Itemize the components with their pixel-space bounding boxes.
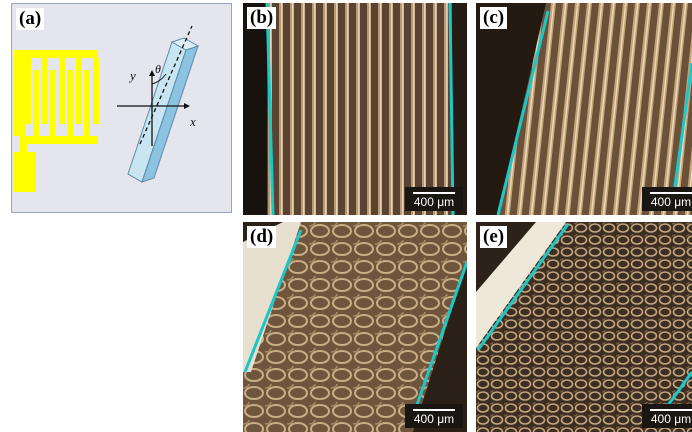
scale-bar: 400 μm — [642, 187, 692, 211]
panel-c-label: (c) — [480, 7, 508, 29]
panel-e-micrograph: (e) 400 μm — [476, 222, 692, 432]
panel-e-label: (e) — [480, 226, 508, 248]
panel-b-label: (b) — [247, 7, 277, 29]
scale-bar-text: 400 μm — [413, 195, 455, 209]
panel-c-micrograph: (c) 400 μm — [476, 3, 692, 215]
schematic-drawing — [14, 25, 200, 192]
panel-a-label: (a) — [16, 8, 45, 30]
scale-bar: 400 μm — [642, 404, 692, 428]
boundary-line — [243, 229, 303, 373]
boundary-line — [672, 62, 692, 194]
scale-bar-text: 400 μm — [650, 195, 692, 209]
boundary-line — [496, 10, 550, 215]
panel-a-schematic: (a) — [11, 3, 232, 213]
scale-bar: 400 μm — [405, 187, 463, 211]
electrode-icon — [14, 50, 99, 192]
scale-bar-text: 400 μm — [413, 412, 455, 426]
panel-b-micrograph: (b) 400 μm — [243, 3, 467, 215]
boundary-line — [476, 223, 570, 351]
panel-d-micrograph: (d) 400 μm — [243, 222, 467, 432]
scale-bar: 400 μm — [405, 404, 463, 428]
boundary-line — [448, 3, 455, 215]
y-axis-label: y — [130, 68, 136, 83]
panel-d-label: (d) — [247, 226, 277, 248]
x-axis-label: x — [190, 114, 196, 129]
boundary-line — [409, 261, 467, 423]
sample-prism-icon — [127, 37, 200, 183]
boundary-line — [265, 3, 275, 215]
axes-icon — [117, 25, 193, 146]
scale-bar-text: 400 μm — [650, 412, 692, 426]
theta-label: θ — [155, 62, 161, 76]
